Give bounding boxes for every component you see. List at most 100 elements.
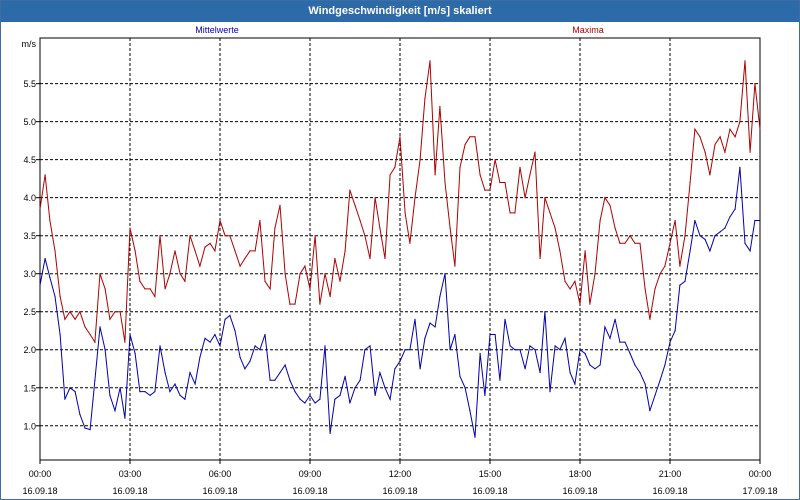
data-point-maxima <box>339 280 341 282</box>
data-point-mittelwerte <box>454 333 456 336</box>
data-point-maxima <box>299 273 301 275</box>
data-point-mittelwerte <box>359 379 361 381</box>
data-point-mittelwerte <box>554 345 556 347</box>
x-tick-time: 00:00 <box>29 469 52 479</box>
data-point-mittelwerte <box>274 379 276 381</box>
data-point-maxima <box>59 295 61 298</box>
series-label-maxima: Maxima <box>572 25 604 35</box>
x-tick-time: 00:00 <box>749 469 772 479</box>
data-point-mittelwerte <box>249 360 251 362</box>
data-point-mittelwerte <box>234 330 236 332</box>
data-point-maxima <box>459 166 461 168</box>
data-point-maxima <box>209 242 211 244</box>
data-point-mittelwerte <box>379 372 381 374</box>
data-point-maxima <box>94 341 96 343</box>
data-point-mittelwerte <box>204 337 206 339</box>
data-point-maxima <box>624 242 626 244</box>
data-point-maxima <box>444 181 446 184</box>
data-point-maxima <box>484 189 486 191</box>
data-point-mittelwerte <box>79 413 81 415</box>
y-tick-label: 3.5 <box>23 231 36 241</box>
data-point-maxima <box>604 197 606 199</box>
data-point-mittelwerte <box>69 387 71 389</box>
data-point-mittelwerte <box>254 345 256 347</box>
y-tick-label: 4.5 <box>23 155 36 165</box>
data-point-maxima <box>214 250 216 252</box>
data-point-maxima <box>69 311 71 313</box>
data-point-maxima <box>569 288 571 290</box>
data-point-mittelwerte <box>109 394 111 396</box>
data-point-maxima <box>364 235 366 237</box>
data-point-mittelwerte <box>684 280 686 282</box>
data-point-mittelwerte <box>74 391 76 393</box>
data-point-maxima <box>529 174 531 176</box>
data-point-mittelwerte <box>639 372 641 374</box>
data-point-maxima <box>394 166 396 168</box>
data-point-mittelwerte <box>384 387 386 389</box>
data-point-maxima <box>594 273 596 275</box>
data-point-maxima <box>324 273 326 275</box>
data-point-mittelwerte <box>664 364 666 366</box>
data-point-maxima <box>254 250 256 252</box>
data-point-maxima <box>579 303 581 305</box>
x-tick-date: 16.09.18 <box>202 486 237 496</box>
data-point-mittelwerte <box>304 402 306 404</box>
data-point-mittelwerte <box>289 379 291 381</box>
data-point-maxima <box>499 181 501 184</box>
data-point-maxima <box>39 208 41 210</box>
data-point-maxima <box>154 295 156 298</box>
chart-grid <box>36 38 761 464</box>
y-tick-label: 2.5 <box>23 307 36 317</box>
data-point-maxima <box>234 250 236 252</box>
data-point-mittelwerte <box>444 273 446 275</box>
data-point-maxima <box>534 151 536 153</box>
data-point-maxima <box>319 303 321 305</box>
data-point-maxima <box>609 204 611 206</box>
data-point-maxima <box>369 257 371 260</box>
data-point-mittelwerte <box>214 333 216 336</box>
data-point-mittelwerte <box>704 238 706 241</box>
data-point-maxima <box>249 250 251 252</box>
data-point-mittelwerte <box>614 318 616 320</box>
data-point-maxima <box>229 235 231 237</box>
data-point-maxima <box>494 159 496 161</box>
data-point-maxima <box>654 288 656 290</box>
data-point-maxima <box>409 242 411 244</box>
data-point-mittelwerte <box>504 318 506 320</box>
data-point-maxima <box>269 288 271 290</box>
data-point-maxima <box>674 219 676 222</box>
data-point-mittelwerte <box>54 295 56 298</box>
data-point-maxima <box>74 318 76 320</box>
data-point-mittelwerte <box>749 250 751 252</box>
x-tick-date: 16.09.18 <box>562 486 597 496</box>
data-point-maxima <box>354 204 356 206</box>
data-point-mittelwerte <box>219 345 221 347</box>
data-point-mittelwerte <box>124 417 126 419</box>
data-point-mittelwerte <box>564 337 566 339</box>
data-point-mittelwerte <box>94 379 96 381</box>
data-point-mittelwerte <box>479 352 481 355</box>
data-point-maxima <box>739 121 741 123</box>
data-point-mittelwerte <box>439 295 441 298</box>
data-point-maxima <box>729 128 731 130</box>
data-point-maxima <box>524 197 526 199</box>
data-point-mittelwerte <box>424 337 426 339</box>
data-point-mittelwerte <box>459 375 461 377</box>
data-point-mittelwerte <box>734 208 736 210</box>
data-point-maxima <box>379 227 381 229</box>
data-point-maxima <box>114 311 116 313</box>
x-tick-date: 16.09.18 <box>472 486 507 496</box>
plot-frame <box>39 37 761 461</box>
data-point-mittelwerte <box>624 341 626 343</box>
data-point-mittelwerte <box>584 352 586 355</box>
data-point-mittelwerte <box>244 368 246 370</box>
data-point-mittelwerte <box>629 352 631 355</box>
data-point-maxima <box>659 273 661 275</box>
data-point-mittelwerte <box>534 349 536 351</box>
y-tick-label: 1.5 <box>23 383 36 393</box>
data-point-maxima <box>284 273 286 275</box>
data-point-maxima <box>469 136 471 138</box>
data-point-mittelwerte <box>394 368 396 370</box>
data-point-mittelwerte <box>649 410 651 412</box>
data-point-mittelwerte <box>39 284 41 286</box>
